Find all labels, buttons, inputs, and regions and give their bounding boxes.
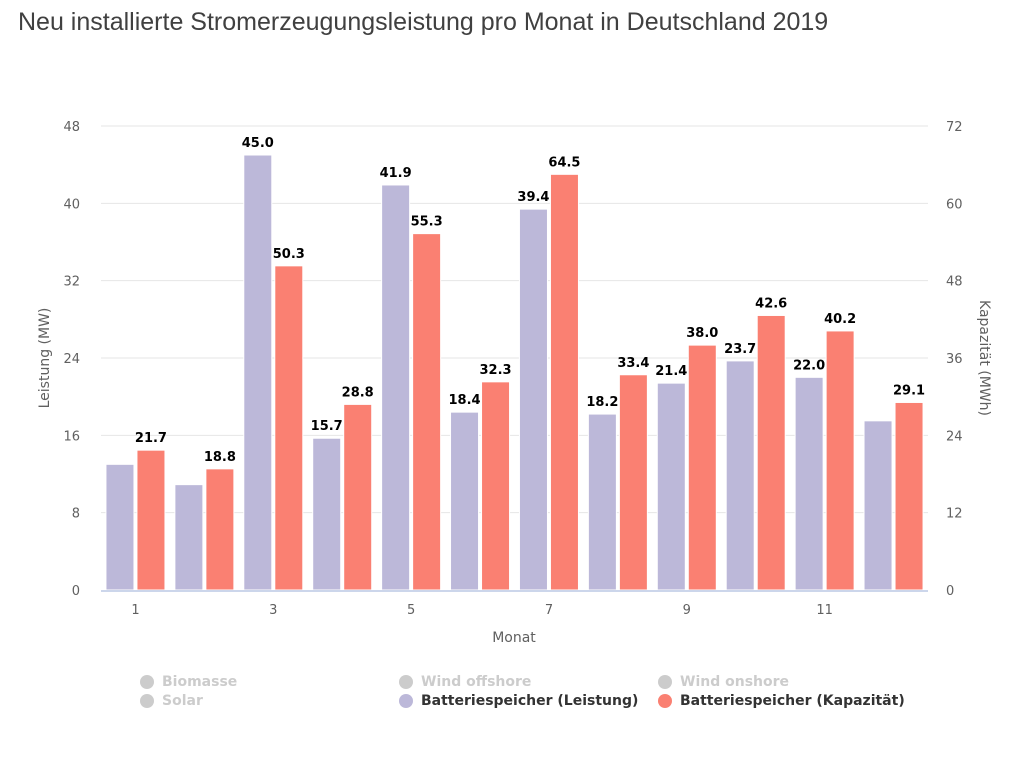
- data-label-leistung: 22.0: [793, 358, 825, 373]
- x-tick-label: 7: [545, 603, 553, 618]
- legend-item-biomasse[interactable]: Biomasse: [140, 674, 237, 690]
- bar-leistung: [105, 463, 135, 591]
- bar-kapazitaet: [412, 233, 442, 591]
- data-label-kapazitaet: 28.8: [342, 385, 374, 400]
- x-tick-label: 3: [269, 603, 277, 618]
- data-label-kapazitaet: 40.2: [824, 312, 856, 327]
- legend-label: Biomasse: [162, 674, 238, 690]
- data-label-leistung: 39.4: [517, 190, 549, 205]
- data-label-kapazitaet: 21.7: [135, 431, 167, 446]
- bar-leistung: [725, 360, 755, 591]
- bar-kapazitaet: [825, 330, 855, 591]
- chart-area: 21.7 18.8 45.0 50.3 15.7 28.8 41.9 55.3 18.4 32.3…: [37, 120, 992, 646]
- bar-leistung: [243, 154, 273, 591]
- data-label-leistung: 23.7: [724, 342, 756, 357]
- data-label-kapazitaet: 32.3: [480, 363, 512, 378]
- legend-dot-icon: [399, 675, 413, 689]
- y-left-tick-label: 40: [63, 197, 80, 212]
- bar-leistung: [518, 208, 548, 591]
- bar-kapazitaet: [136, 449, 166, 591]
- data-labels: 21.7 18.8 45.0 50.3 15.7 28.8 41.9 55.3 18.4 32.3…: [135, 136, 925, 465]
- data-label-kapazitaet: 64.5: [548, 155, 580, 170]
- y-left-tick-label: 0: [72, 584, 80, 599]
- legend-item-batteriespeicher-leistung[interactable]: Batteriespeicher (Leistung): [399, 693, 638, 709]
- data-label-leistung: 15.7: [311, 419, 343, 434]
- legend-dot-icon: [140, 675, 154, 689]
- data-label-kapazitaet: 42.6: [755, 296, 787, 311]
- bar-leistung: [312, 437, 342, 591]
- y-left-tick-label: 16: [63, 429, 80, 444]
- bar-kapazitaet: [618, 374, 648, 591]
- legend-dot-icon: [658, 694, 672, 708]
- bar-leistung: [381, 184, 411, 591]
- y-left-tick-label: 8: [72, 507, 80, 522]
- bar-kapazitaet: [894, 401, 924, 591]
- bars: [105, 154, 924, 591]
- bar-kapazitaet: [481, 381, 511, 591]
- data-label-kapazitaet: 55.3: [411, 215, 443, 230]
- bar-leistung: [450, 411, 480, 591]
- legend-dot-icon: [399, 694, 413, 708]
- legend-label: Wind offshore: [421, 674, 532, 690]
- legend-label: Wind onshore: [680, 674, 790, 690]
- bar-kapazitaet: [274, 265, 304, 591]
- gridlines: [101, 125, 928, 514]
- data-label-leistung: 21.4: [655, 364, 687, 379]
- legend-dot-icon: [658, 675, 672, 689]
- data-label-kapazitaet: 18.8: [204, 450, 236, 465]
- bar-kapazitaet: [687, 344, 717, 591]
- y-right-tick-label: 12: [946, 507, 963, 522]
- y-left-tick-label: 24: [63, 352, 80, 367]
- x-tick-label: 1: [131, 603, 139, 618]
- legend-label: Batteriespeicher (Kapazität): [680, 693, 905, 709]
- bar-leistung: [587, 413, 617, 591]
- data-label-kapazitaet: 38.0: [686, 326, 718, 341]
- x-axis: 1 3 5 7 9 11: [101, 590, 928, 618]
- y-right-tick-label: 24: [946, 429, 963, 444]
- y-right-tick-label: 60: [946, 197, 963, 212]
- chart-title: Neu installierte Stromerzeugungsleistung…: [18, 8, 829, 36]
- legend-item-solar[interactable]: Solar: [140, 693, 203, 709]
- legend-dot-icon: [140, 694, 154, 708]
- y-right-tick-label: 72: [946, 120, 963, 135]
- x-tick-label: 11: [816, 603, 833, 618]
- y-axis-right: 0 12 24 36 48 60 72: [946, 120, 963, 599]
- y-axis-right-title: Kapazität (MWh): [976, 300, 992, 416]
- y-axis-left-title: Leistung (MW): [37, 308, 53, 409]
- bar-kapazitaet: [756, 314, 786, 591]
- legend-label: Batteriespeicher (Leistung): [421, 693, 639, 709]
- data-label-kapazitaet: 29.1: [893, 383, 925, 398]
- y-left-tick-label: 32: [63, 275, 80, 290]
- bar-leistung: [794, 376, 824, 591]
- legend-item-batteriespeicher-kapazitaet[interactable]: Batteriespeicher (Kapazität): [658, 693, 905, 709]
- bar-kapazitaet: [343, 403, 373, 591]
- legend-item-wind-onshore[interactable]: Wind onshore: [658, 674, 789, 690]
- data-label-leistung: 18.2: [586, 395, 618, 410]
- x-tick-label: 9: [683, 603, 691, 618]
- data-label-leistung: 18.4: [449, 393, 481, 408]
- y-right-tick-label: 0: [946, 584, 954, 599]
- legend-label: Solar: [162, 693, 203, 709]
- legend-item-wind-offshore[interactable]: Wind offshore: [399, 674, 531, 690]
- data-label-leistung: 41.9: [380, 166, 412, 181]
- bar-leistung: [656, 382, 686, 591]
- y-left-tick-label: 48: [63, 120, 80, 135]
- data-label-kapazitaet: 33.4: [617, 356, 649, 371]
- bar-kapazitaet: [205, 468, 235, 591]
- data-label-kapazitaet: 50.3: [273, 247, 305, 262]
- bar-kapazitaet: [549, 173, 579, 591]
- x-tick-label: 5: [407, 603, 415, 618]
- y-right-tick-label: 48: [946, 275, 963, 290]
- bar-leistung: [863, 420, 893, 591]
- y-right-tick-label: 36: [946, 352, 963, 367]
- data-label-leistung: 45.0: [242, 136, 274, 151]
- bar-leistung: [174, 484, 204, 591]
- x-axis-title: Monat: [492, 630, 536, 646]
- y-axis-left: 0 8 16 24 32 40 48: [63, 120, 80, 599]
